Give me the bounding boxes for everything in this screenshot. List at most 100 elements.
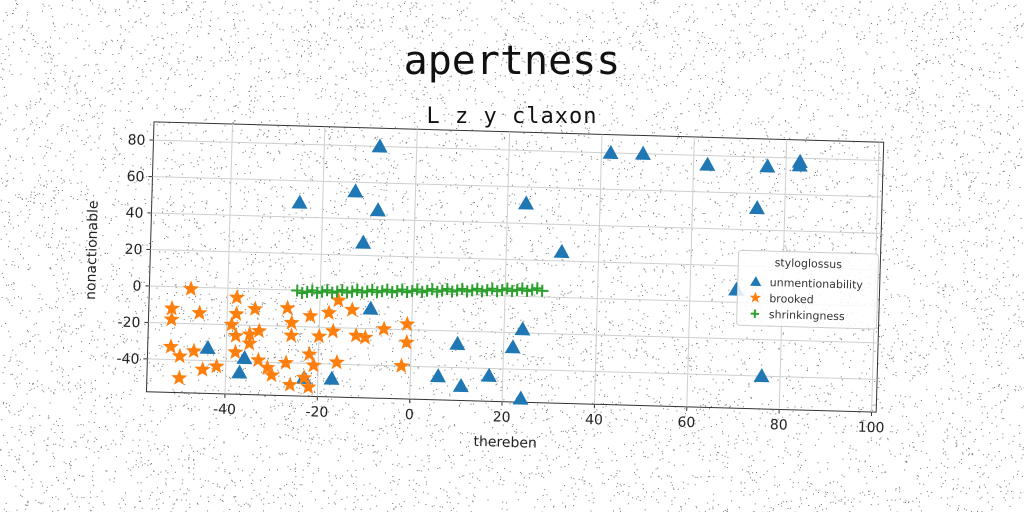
data-point	[393, 357, 410, 374]
y-tick-label: 60	[126, 169, 144, 185]
data-point	[348, 327, 365, 343]
data-point	[634, 145, 651, 160]
data-point	[241, 325, 258, 342]
data-point	[699, 156, 716, 171]
data-point	[223, 316, 240, 332]
data-point	[311, 327, 328, 344]
data-point	[227, 327, 244, 343]
data-point	[283, 314, 300, 330]
data-point	[182, 280, 200, 296]
legend-label: unmentionability	[770, 276, 864, 292]
legend-title: styloglossus	[774, 256, 842, 271]
data-point	[279, 299, 296, 316]
y-tick-label: -40	[116, 351, 139, 368]
data-point	[301, 345, 318, 362]
data-point	[355, 234, 372, 249]
y-ticks: -40 -20 0 20 40 60 80	[116, 132, 154, 368]
data-point	[759, 158, 776, 173]
data-point	[320, 304, 338, 320]
x-tick-label: 40	[585, 412, 603, 428]
x-tick-label: 60	[677, 415, 695, 431]
data-point	[231, 364, 248, 379]
x-tick-label: 20	[492, 409, 510, 425]
data-point	[208, 357, 225, 374]
x-ticks: -40 -20 0 20 40 60 80 100	[213, 393, 885, 437]
data-point	[305, 356, 322, 373]
data-point	[194, 361, 211, 377]
plot-frame	[145, 121, 885, 413]
legend-box	[736, 249, 880, 330]
data-point	[277, 354, 295, 370]
data-point	[371, 138, 388, 153]
chart-title: apertness	[403, 38, 621, 84]
grid-line-x	[593, 134, 603, 405]
grid-line-x	[316, 126, 326, 397]
data-point	[199, 339, 216, 355]
data-point	[162, 338, 179, 354]
legend-marker	[750, 309, 760, 318]
grid-line-y	[147, 358, 878, 380]
grid-line-y	[148, 321, 879, 344]
data-point	[330, 291, 347, 308]
data-point	[328, 353, 345, 370]
data-point	[753, 368, 770, 383]
data-point	[748, 200, 765, 215]
data-point	[241, 335, 258, 351]
grid-line-y	[151, 212, 882, 234]
data-point	[323, 370, 340, 385]
data-point	[325, 322, 342, 339]
data-point	[163, 300, 181, 316]
series-brooked	[162, 280, 416, 395]
grid-line-y	[152, 176, 883, 198]
data-point	[171, 369, 188, 386]
data-point	[536, 284, 549, 297]
legend-label: shrinkingness	[769, 308, 845, 323]
data-point	[185, 342, 202, 359]
data-point	[375, 320, 393, 337]
legend-marker	[750, 276, 762, 287]
grid-line-x	[686, 136, 695, 407]
data-point	[512, 390, 529, 405]
x-axis-label: thereben	[473, 434, 537, 452]
data-point	[344, 301, 361, 317]
data-point	[449, 335, 466, 351]
data-point	[236, 349, 253, 365]
data-point	[302, 307, 319, 324]
grid-line-x	[501, 131, 511, 402]
x-tick-label: -40	[213, 402, 236, 419]
x-tick-label: 100	[858, 420, 885, 437]
y-tick-label: 40	[125, 205, 143, 221]
data-point	[191, 304, 208, 320]
data-point	[281, 376, 299, 392]
y-tick-label: -20	[117, 315, 140, 332]
data-point	[517, 195, 534, 210]
legend-marker	[749, 291, 762, 303]
x-tick-label: 0	[405, 407, 414, 423]
data-point	[362, 300, 379, 315]
data-point	[452, 377, 469, 393]
series-unmentionability	[199, 138, 808, 405]
data-point	[357, 329, 374, 345]
data-point	[429, 368, 446, 383]
y-tick-label: 0	[132, 279, 141, 295]
x-tick-label: 80	[770, 417, 788, 433]
data-point	[504, 339, 521, 354]
data-point	[247, 300, 264, 317]
data-point	[791, 153, 808, 169]
data-point	[295, 369, 313, 385]
data-point	[228, 289, 246, 305]
data-point	[259, 359, 276, 375]
data-marks	[162, 138, 808, 405]
data-point	[480, 367, 497, 382]
y-tick-label: 80	[127, 132, 145, 148]
data-point	[291, 194, 308, 209]
data-point	[163, 310, 180, 327]
plot-area: -40 -20 0 20 40 60 80 100 -40 -20 0 20 40 60 80 there…	[83, 121, 885, 452]
chart-subtitle: L z y claxon	[426, 104, 598, 129]
data-point	[227, 343, 244, 360]
